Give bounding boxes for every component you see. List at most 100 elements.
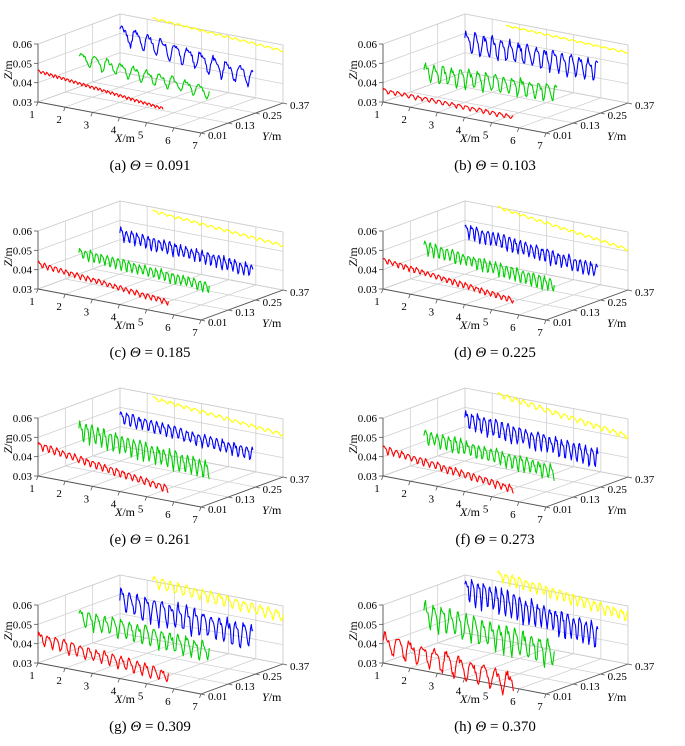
y-tick-label: 0.25 — [263, 297, 283, 309]
panel-caption: (a) Θ = 0.091 — [110, 158, 191, 174]
z-tick-label: 0.04 — [358, 452, 378, 464]
axes — [379, 43, 633, 138]
y-tick-mark — [627, 476, 633, 479]
x-tick-label: 7 — [192, 514, 198, 526]
x-tick-label: 5 — [138, 691, 144, 703]
series-line-y-0_01 — [37, 260, 169, 306]
y-tick-mark — [282, 663, 288, 666]
grid — [36, 200, 285, 321]
x-tick-mark — [117, 304, 120, 309]
series-line-y-0_25 — [464, 30, 599, 81]
z-grid-line — [382, 426, 466, 458]
x-tick-mark — [381, 662, 384, 668]
x-tick-label: 7 — [537, 327, 543, 339]
z-tick-label: 0.06 — [358, 226, 378, 238]
y-tick-label: 0.25 — [263, 484, 283, 496]
x-grid-line — [410, 450, 493, 482]
x-grid-line — [491, 92, 574, 124]
x-tick-label: 2 — [56, 675, 62, 687]
panel-caption: (e) Θ = 0.261 — [110, 532, 191, 548]
y-grid-line — [92, 268, 256, 301]
z-axis-label: Z/m — [346, 434, 360, 454]
z-grid-line — [382, 13, 466, 45]
x-grid-line — [491, 466, 574, 498]
x-tick-label: 1 — [29, 670, 35, 682]
z-grid-line — [37, 258, 121, 290]
z-tick-label: 0.05 — [13, 432, 33, 444]
x-tick-mark — [516, 314, 520, 319]
z-grid-line — [119, 387, 284, 420]
z-grid-line — [382, 387, 466, 419]
x-tick-label: 2 — [401, 114, 407, 126]
x-tick-mark — [144, 683, 148, 688]
y-tick-mark — [228, 309, 233, 312]
x-tick-mark — [462, 678, 465, 683]
y-grid-line — [437, 455, 601, 488]
x-tick-mark — [516, 688, 520, 693]
x-tick-label: 4 — [111, 312, 117, 324]
y-tick-mark — [228, 683, 233, 686]
x-tick-mark — [117, 678, 120, 683]
y-tick-label: 0.25 — [263, 671, 283, 683]
y-tick-mark — [627, 663, 633, 666]
series-line-y-0_37 — [497, 205, 629, 252]
x-tick-mark — [489, 122, 493, 127]
x-tick-label: 5 — [483, 691, 489, 703]
x-tick-label: 7 — [537, 514, 543, 526]
z-tick-label: 0.04 — [358, 78, 378, 90]
axes — [379, 417, 633, 512]
x-tick-mark — [199, 319, 202, 325]
x-tick-mark — [171, 127, 175, 132]
x-tick-label: 6 — [510, 509, 516, 521]
x-grid-line — [464, 87, 547, 118]
z-grid-line — [382, 258, 466, 290]
x-tick-label: 6 — [510, 322, 516, 334]
x-tick-mark — [36, 662, 39, 668]
x-tick-mark — [544, 506, 547, 512]
y-grid-line — [92, 455, 256, 488]
z-tick-label: 0.06 — [13, 413, 33, 425]
x-axis-label: X/m — [459, 131, 481, 145]
y-grid-line — [437, 268, 601, 301]
x-tick-label: 1 — [374, 483, 380, 495]
y-tick-mark — [200, 506, 206, 509]
x-grid-line — [437, 81, 520, 113]
x-tick-mark — [171, 688, 175, 693]
y-tick-label: 0.25 — [263, 110, 283, 122]
series-line-y-0_13 — [78, 53, 210, 100]
x-grid-line — [173, 97, 256, 129]
x-tick-mark — [90, 486, 93, 491]
x-tick-label: 7 — [537, 140, 543, 152]
z-tick-label: 0.03 — [13, 658, 33, 670]
z-grid-line — [119, 406, 284, 439]
y-grid-line — [65, 91, 229, 124]
y-axis-line — [200, 663, 284, 695]
grid — [381, 387, 630, 508]
z-grid-line — [382, 71, 466, 103]
series-line-y-0_13 — [78, 610, 210, 661]
x-grid-line — [437, 268, 520, 300]
grid — [36, 13, 285, 134]
z-tick-label: 0.06 — [358, 600, 378, 612]
y-tick-mark — [627, 102, 633, 105]
z-grid-line — [464, 219, 629, 252]
series-line-y-0_25 — [119, 587, 254, 649]
series-line-y-0_01 — [382, 87, 514, 119]
y-axis-line — [545, 289, 629, 321]
z-tick-label: 0.04 — [13, 639, 33, 651]
series-group — [37, 575, 284, 683]
x-tick-mark — [435, 299, 438, 304]
x-axis-label: X/m — [114, 505, 136, 519]
panel-caption: (c) Θ = 0.185 — [110, 345, 191, 361]
chart-panel-h: 1 2 3 4 5 6 7 0.01 0.13 0.25 0.37 0.03 0.04 0.05 0.06 X… — [346, 570, 655, 735]
x-grid-line — [173, 658, 256, 690]
x-grid-line — [518, 284, 601, 316]
y-grid-line — [410, 91, 574, 124]
y-tick-label: 0.37 — [290, 287, 310, 299]
x-axis-label: X/m — [114, 318, 136, 332]
z-tick-label: 0.05 — [13, 58, 33, 70]
x-tick-mark — [63, 294, 66, 299]
x-grid-line — [518, 471, 601, 503]
x-tick-mark — [63, 107, 66, 112]
y-grid-line — [65, 465, 229, 498]
